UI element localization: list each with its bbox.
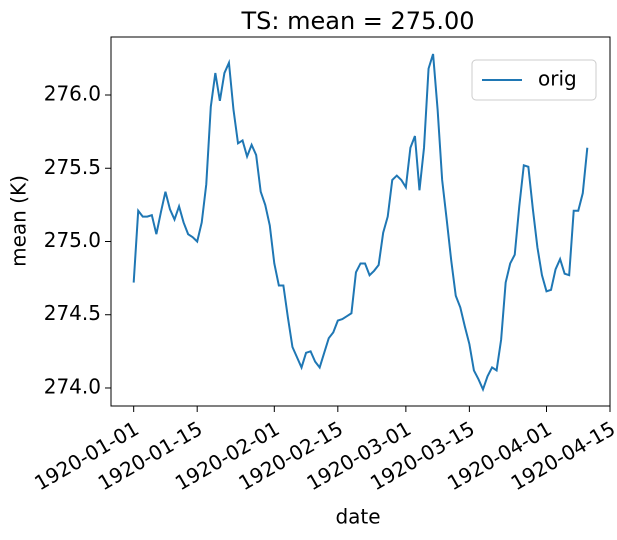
y-tick-label: 274.0 [44, 374, 101, 398]
y-tick-label: 274.5 [44, 301, 101, 325]
y-axis-label: mean (K) [7, 175, 31, 267]
x-axis-label: date [335, 505, 380, 529]
legend-label: orig [538, 67, 577, 91]
chart-title: TS: mean = 275.00 [240, 7, 474, 35]
plot-frame [110, 36, 611, 407]
y-tick-label: 276.0 [44, 82, 101, 106]
line-series [132, 53, 589, 393]
legend-box [471, 59, 597, 101]
y-tick-label: 275.0 [44, 228, 101, 252]
y-tick-label: 275.5 [44, 155, 101, 179]
